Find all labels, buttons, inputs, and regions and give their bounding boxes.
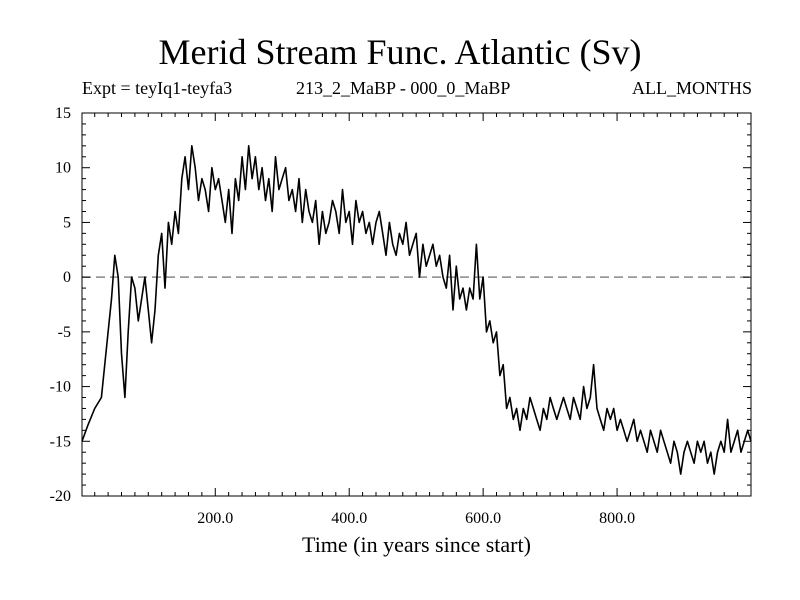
y-tick-label: 15 (55, 105, 71, 122)
y-tick-label: 0 (63, 269, 71, 286)
months-label: ALL_MONTHS (632, 78, 752, 98)
y-tick-label: -15 (50, 433, 71, 450)
x-tick-label: 400.0 (331, 510, 367, 527)
y-tick-label: 5 (63, 214, 71, 231)
x-tick-label: 200.0 (197, 510, 233, 527)
y-tick-label: -20 (50, 488, 71, 505)
y-tick-label: -5 (58, 324, 71, 341)
x-axis-title: Time (in years since start) (302, 532, 531, 557)
y-tick-label: 10 (55, 160, 71, 177)
period-label: 213_2_MaBP - 000_0_MaBP (296, 78, 511, 98)
experiment-label: Expt = teyIq1-teyfa3 (82, 78, 233, 98)
series-line-atlantic-msf (81, 145, 752, 475)
x-tick-label: 600.0 (465, 510, 501, 527)
chart-title: Merid Stream Func. Atlantic (Sv) (158, 32, 642, 72)
y-tick-label: -10 (50, 379, 71, 396)
x-tick-label: 800.0 (599, 510, 635, 527)
